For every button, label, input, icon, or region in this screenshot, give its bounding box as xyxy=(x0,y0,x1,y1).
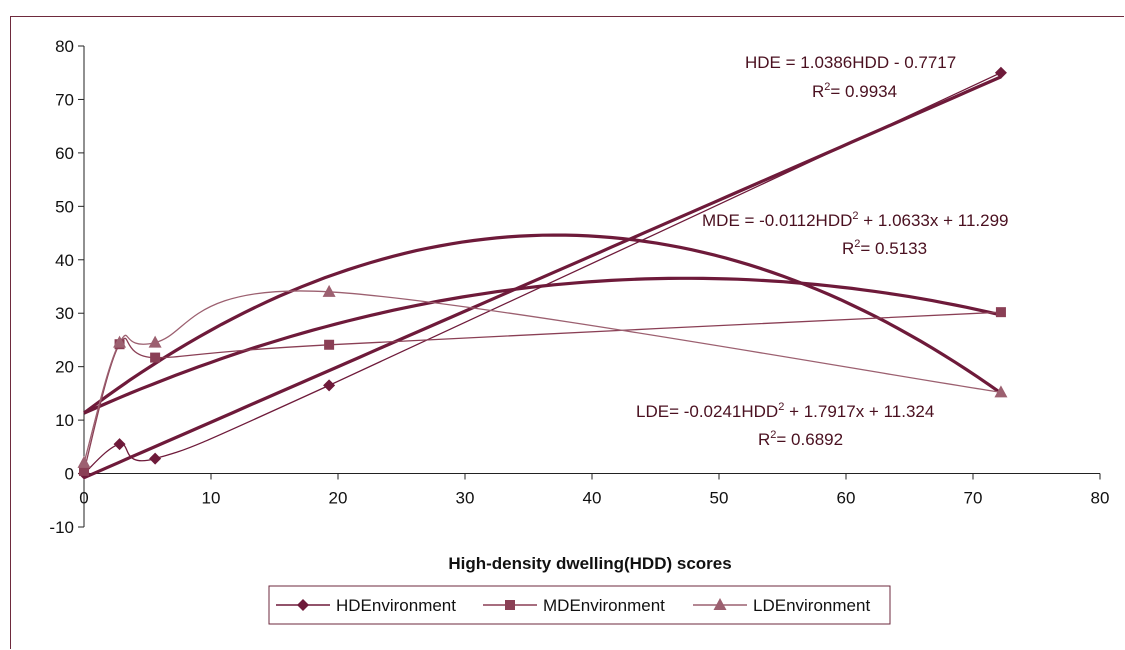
mde-r2-value: = 0.5133 xyxy=(860,239,927,258)
y-tick-label: 0 xyxy=(65,465,74,484)
y-tick-label: 80 xyxy=(55,37,74,56)
x-tick-label: 80 xyxy=(1091,489,1110,508)
diamond-marker xyxy=(994,66,1007,79)
lde-eq-suffix: + 1.7917x + 11.324 xyxy=(784,402,934,421)
square-marker xyxy=(324,339,335,350)
legend: HDEnvironment MDEnvironment LDEnvironment xyxy=(268,585,891,625)
x-tick-label: 10 xyxy=(202,489,221,508)
lde-eq-prefix: LDE= -0.0241HDD xyxy=(636,402,778,421)
trendline-LDEnvironment xyxy=(83,233,1002,415)
legend-square-icon xyxy=(505,600,515,610)
trendline-MDEnvironment xyxy=(83,276,1002,415)
x-tick-label: 50 xyxy=(710,489,729,508)
lde-r2-value: = 0.6892 xyxy=(776,430,843,449)
triangle-marker xyxy=(77,455,91,468)
y-tick-label: 70 xyxy=(55,90,74,109)
triangle-marker xyxy=(322,284,336,297)
mde-equation: MDE = -0.0112HDD2 + 1.0633x + 11.299 xyxy=(702,210,1009,230)
y-tick-label: 50 xyxy=(55,197,74,216)
axes: -10 0 10 20 30 40 50 60 70 80 0 10 20 30 40 50 60 70 80 xyxy=(49,37,1109,537)
y-tick-label: -10 xyxy=(49,518,74,537)
legend-box xyxy=(268,585,891,625)
hde-r2-value: = 0.9934 xyxy=(830,82,897,101)
legend-label: MDEnvironment xyxy=(543,596,665,615)
legend-triangle-icon xyxy=(713,598,727,610)
diamond-marker xyxy=(323,379,336,392)
triangle-marker xyxy=(148,335,162,348)
y-tick-label: 10 xyxy=(55,411,74,430)
y-tick-label: 60 xyxy=(55,144,74,163)
square-marker xyxy=(150,352,161,363)
x-axis-title: High-density dwelling(HDD) scores xyxy=(448,554,731,573)
legend-label: HDEnvironment xyxy=(336,596,456,615)
x-tick-label: 70 xyxy=(964,489,983,508)
square-marker xyxy=(79,465,89,476)
diamond-marker xyxy=(149,452,162,465)
lde-r2: R2= 0.6892 xyxy=(758,429,843,449)
hde-equation: HDE = 1.0386HDD - 0.7717 xyxy=(745,53,956,72)
triangle-marker xyxy=(994,385,1008,398)
legend-label: LDEnvironment xyxy=(753,596,870,615)
lde-equation: LDE= -0.0241HDD2 + 1.7917x + 11.324 xyxy=(636,401,934,421)
legend-diamond-icon xyxy=(297,599,309,611)
series-line-MDEnvironment xyxy=(83,311,1001,472)
y-tick-label: 20 xyxy=(55,358,74,377)
x-tick-label: 60 xyxy=(837,489,856,508)
mde-eq-suffix: + 1.0633x + 11.299 xyxy=(859,211,1009,230)
square-marker xyxy=(995,307,1006,318)
x-tick-label: 0 xyxy=(79,489,88,508)
series-line-LDEnvironment xyxy=(83,290,1001,464)
x-tick-label: 20 xyxy=(329,489,348,508)
diamond-marker xyxy=(113,438,126,451)
y-tick-label: 30 xyxy=(55,304,74,323)
triangle-marker xyxy=(113,335,127,348)
chart-frame xyxy=(10,16,1124,649)
hde-r2: R2= 0.9934 xyxy=(812,81,897,101)
y-tick-label: 40 xyxy=(55,251,74,270)
mde-r2: R2= 0.5133 xyxy=(842,238,927,258)
data-markers xyxy=(77,66,1008,480)
x-tick-label: 40 xyxy=(583,489,602,508)
x-tick-label: 30 xyxy=(456,489,475,508)
mde-eq-prefix: MDE = -0.0112HDD xyxy=(702,211,852,230)
